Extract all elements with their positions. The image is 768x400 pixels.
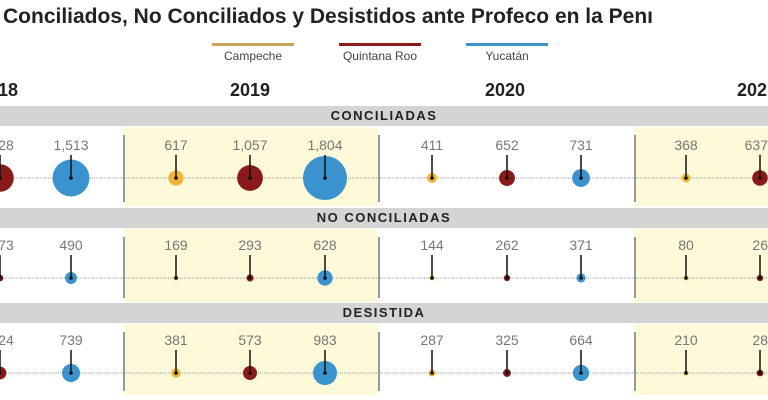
value-label: 287 — [420, 332, 444, 348]
value-label: 652 — [495, 137, 519, 153]
value-label: 325 — [495, 332, 519, 348]
value-label: 628 — [313, 237, 337, 253]
center-dot — [323, 371, 327, 375]
value-label: 411 — [421, 137, 444, 153]
bubble — [0, 164, 14, 192]
year-band — [634, 229, 768, 302]
value-label: 293 — [238, 237, 262, 253]
bubble — [0, 366, 7, 380]
chart-title: Conciliados, No Conciliados y Desistidos… — [3, 5, 653, 28]
value-label: 637 — [745, 137, 768, 153]
year-divider — [378, 332, 380, 391]
section-header: CONCILIADAS — [0, 106, 768, 126]
center-dot — [323, 176, 327, 180]
value-label: 490 — [59, 237, 83, 253]
year-divider — [634, 237, 636, 298]
center-dot — [174, 371, 178, 375]
value-label: 24 — [0, 332, 14, 348]
value-label: 262 — [495, 237, 519, 253]
value-label: 983 — [313, 332, 337, 348]
center-dot — [248, 371, 252, 375]
center-dot — [579, 176, 583, 180]
center-dot — [323, 276, 327, 280]
center-dot — [579, 371, 583, 375]
value-label: 73 — [0, 237, 14, 253]
value-label: 28 — [0, 137, 14, 153]
center-dot — [758, 371, 762, 375]
section-header: NO CONCILIADAS — [0, 208, 768, 228]
value-label: 381 — [164, 332, 188, 348]
value-label: 210 — [674, 332, 698, 348]
year-divider — [123, 237, 125, 298]
year-label: 2020 — [484, 80, 526, 100]
value-label: 1,804 — [307, 137, 342, 153]
value-label: 371 — [569, 237, 593, 253]
center-dot — [430, 371, 434, 375]
center-dot — [430, 276, 434, 280]
year-divider — [378, 135, 380, 202]
center-dot — [430, 176, 434, 180]
value-label: 573 — [238, 332, 262, 348]
center-dot — [0, 276, 2, 280]
legend-line-campeche — [212, 43, 294, 46]
center-dot — [248, 276, 252, 280]
year-label: 18 — [0, 80, 19, 100]
value-label: 144 — [420, 237, 444, 253]
year-divider — [634, 135, 636, 202]
center-dot — [684, 276, 688, 280]
value-label: 80 — [678, 237, 694, 253]
center-dot — [69, 176, 73, 180]
center-dot — [248, 176, 252, 180]
value-label: 368 — [674, 137, 698, 153]
value-label: 28 — [752, 332, 768, 348]
year-band — [124, 229, 378, 302]
center-dot — [758, 176, 762, 180]
year-band — [124, 324, 378, 395]
center-dot — [505, 176, 509, 180]
value-label: 1,057 — [232, 137, 267, 153]
center-dot — [684, 176, 688, 180]
year-band — [634, 324, 768, 395]
center-dot — [69, 371, 73, 375]
center-dot — [505, 371, 509, 375]
year-label: 2019 — [229, 80, 271, 100]
center-dot — [684, 371, 688, 375]
year-divider — [378, 237, 380, 298]
value-label: 739 — [59, 332, 83, 348]
center-dot — [758, 276, 762, 280]
value-label: 617 — [164, 137, 188, 153]
center-dot — [174, 276, 178, 280]
center-dot — [579, 276, 583, 280]
section-header: DESISTIDA — [0, 303, 768, 323]
year-divider — [123, 332, 125, 391]
legend-label-campeche: Campeche — [223, 49, 283, 63]
value-label: 1,513 — [53, 137, 88, 153]
center-dot — [69, 276, 73, 280]
year-band — [634, 127, 768, 206]
legend-line-yucatan — [466, 43, 548, 46]
value-label: 664 — [569, 332, 593, 348]
center-dot — [0, 371, 2, 375]
value-label: 731 — [569, 137, 593, 153]
legend-label-yucatan: Yucatán — [485, 49, 529, 63]
year-divider — [634, 332, 636, 391]
legend-line-quintana-roo — [339, 43, 421, 46]
center-dot — [174, 176, 178, 180]
year-divider — [123, 135, 125, 202]
value-label: 26 — [752, 237, 768, 253]
center-dot — [0, 176, 2, 180]
legend-label-quintana-roo: Quintana Roo — [342, 49, 418, 63]
value-label: 169 — [164, 237, 188, 253]
center-dot — [505, 276, 509, 280]
year-label: 202 — [736, 80, 768, 100]
